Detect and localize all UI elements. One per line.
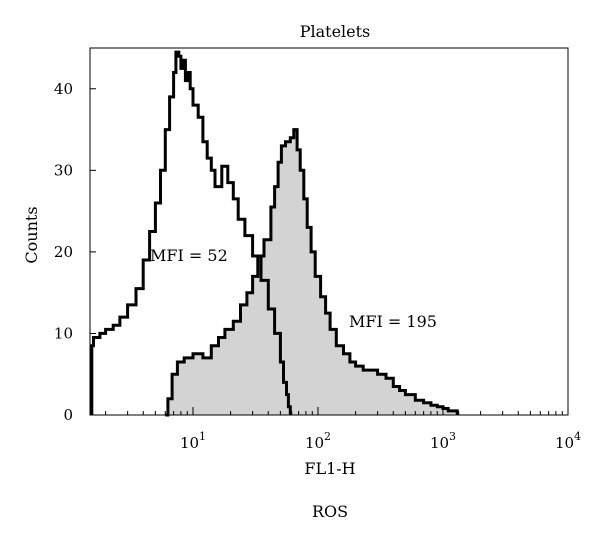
- x-tick-label: 102: [305, 430, 331, 452]
- series-1-fill: [165, 129, 458, 415]
- series-layer: [90, 50, 460, 417]
- series-0-line: [90, 50, 293, 415]
- y-tick-label-10: 10: [54, 324, 73, 342]
- y-tick-label-40: 40: [54, 80, 73, 98]
- y-tick-label-20: 20: [54, 243, 73, 261]
- x-axis: 101 102 103 104: [105, 407, 581, 452]
- x-tick-label: 103: [430, 430, 456, 452]
- series-1-line: [165, 128, 460, 417]
- figure-caption: ROS: [312, 502, 348, 521]
- y-tick-label-30: 30: [54, 161, 73, 179]
- y-axis-label: Counts: [22, 206, 41, 263]
- annotation-mfi-195: MFI = 195: [349, 312, 437, 331]
- plot-frame: [89, 47, 569, 416]
- x-axis-label: FL1-H: [304, 459, 355, 478]
- x-tick-label: 104: [555, 430, 581, 452]
- x-tick-label: 101: [180, 430, 206, 452]
- y-axis: 0 10 20 30 40: [54, 80, 96, 424]
- y-tick-label-0: 0: [63, 406, 73, 424]
- chart-title: Platelets: [300, 22, 371, 41]
- annotation-mfi-52: MFI = 52: [150, 246, 228, 265]
